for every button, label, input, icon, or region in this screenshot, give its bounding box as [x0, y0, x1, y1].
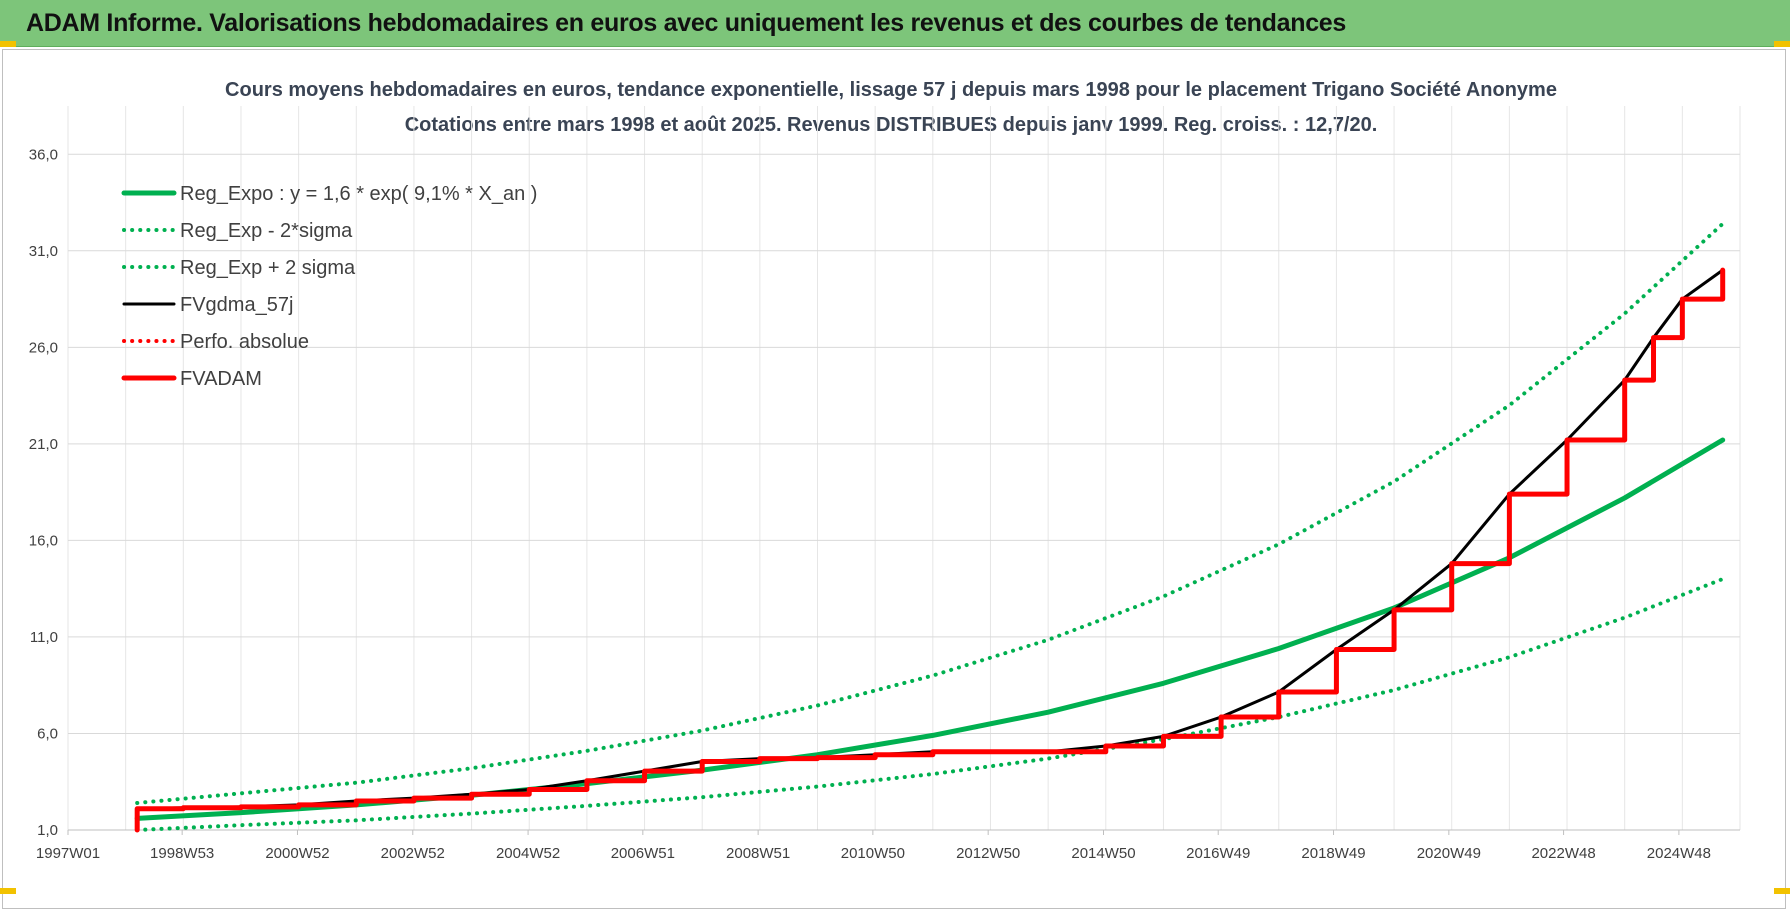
x-tick-label: 1998W53: [150, 845, 214, 862]
legend-label: Perfo. absolue: [180, 331, 309, 353]
y-tick-label: 36,0: [29, 146, 58, 163]
y-tick-label: 1,0: [37, 822, 58, 839]
y-tick-label: 16,0: [29, 532, 58, 549]
chart-frame: [2, 49, 1786, 909]
x-tick-label: 2008W51: [726, 845, 790, 862]
x-tick-label: 2014W50: [1071, 845, 1135, 862]
y-tick-label: 31,0: [29, 243, 58, 260]
banner: ADAM Informe. Valorisations hebdomadaire…: [0, 0, 1790, 47]
x-tick-label: 2016W49: [1186, 845, 1250, 862]
series-line-reg-exp-2-sigma: [135, 221, 1725, 805]
legend-label: FVgdma_57j: [180, 294, 293, 316]
y-tick-label: 21,0: [29, 436, 58, 453]
gridlines: [67, 106, 1741, 831]
x-tick-label: 2012W50: [956, 845, 1020, 862]
y-tick-label: 26,0: [29, 339, 58, 356]
legend-label: Reg_Exp + 2 sigma: [180, 257, 356, 279]
legend-label: FVADAM: [180, 368, 262, 390]
series-line-fvadam: [134, 267, 1726, 833]
series-line-reg-exp-2-sigma: [135, 577, 1725, 832]
x-tick-label: 2002W52: [381, 845, 445, 862]
series-line-fvgdma-57j: [135, 268, 1725, 811]
series-lines: [134, 221, 1726, 833]
x-tick-label: 2006W51: [611, 845, 675, 862]
legend-label: Reg_Expo : y = 1,6 * exp( 9,1% * X_an ): [180, 183, 537, 205]
x-tick-label: 2004W52: [496, 845, 560, 862]
x-tick-label: 2018W49: [1301, 845, 1365, 862]
legend-label: Reg_Exp - 2*sigma: [180, 220, 353, 242]
x-tick-label: 1997W01: [36, 845, 100, 862]
x-axis-ticks: 1997W01 1998W53 2000W52 2002W52 2004W52 2006W…: [36, 830, 1711, 862]
x-tick-label: 2010W50: [841, 845, 905, 862]
x-tick-label: 2000W52: [265, 845, 329, 862]
x-tick-label: 2020W49: [1417, 845, 1481, 862]
y-tick-label: 6,0: [37, 725, 58, 742]
series-line-reg-expo-y-1-6-exp-9-1-x-an: [134, 437, 1726, 821]
banner-title: ADAM Informe. Valorisations hebdomadaire…: [26, 9, 1347, 37]
frame-corner-top-left: [0, 41, 16, 47]
y-axis-ticks: 1,0 6,0 11,0 16,0 21,0 26,0 31,0 36,0: [29, 146, 58, 839]
x-tick-label: 2022W48: [1531, 845, 1595, 862]
chart-title: Cours moyens hebdomadaires en euros, ten…: [225, 79, 1557, 101]
x-tick-label: 2024W48: [1647, 845, 1711, 862]
y-tick-label: 11,0: [30, 629, 58, 646]
chart-subtitle: Cotations entre mars 1998 et août 2025. …: [405, 114, 1378, 136]
frame-corner-top-right: [1774, 41, 1790, 47]
legend: Reg_Expo : y = 1,6 * exp( 9,1% * X_an ) R…: [121, 183, 537, 390]
frame-corner-bottom-left: [0, 888, 16, 894]
frame-corner-bottom-right: [1774, 888, 1790, 894]
